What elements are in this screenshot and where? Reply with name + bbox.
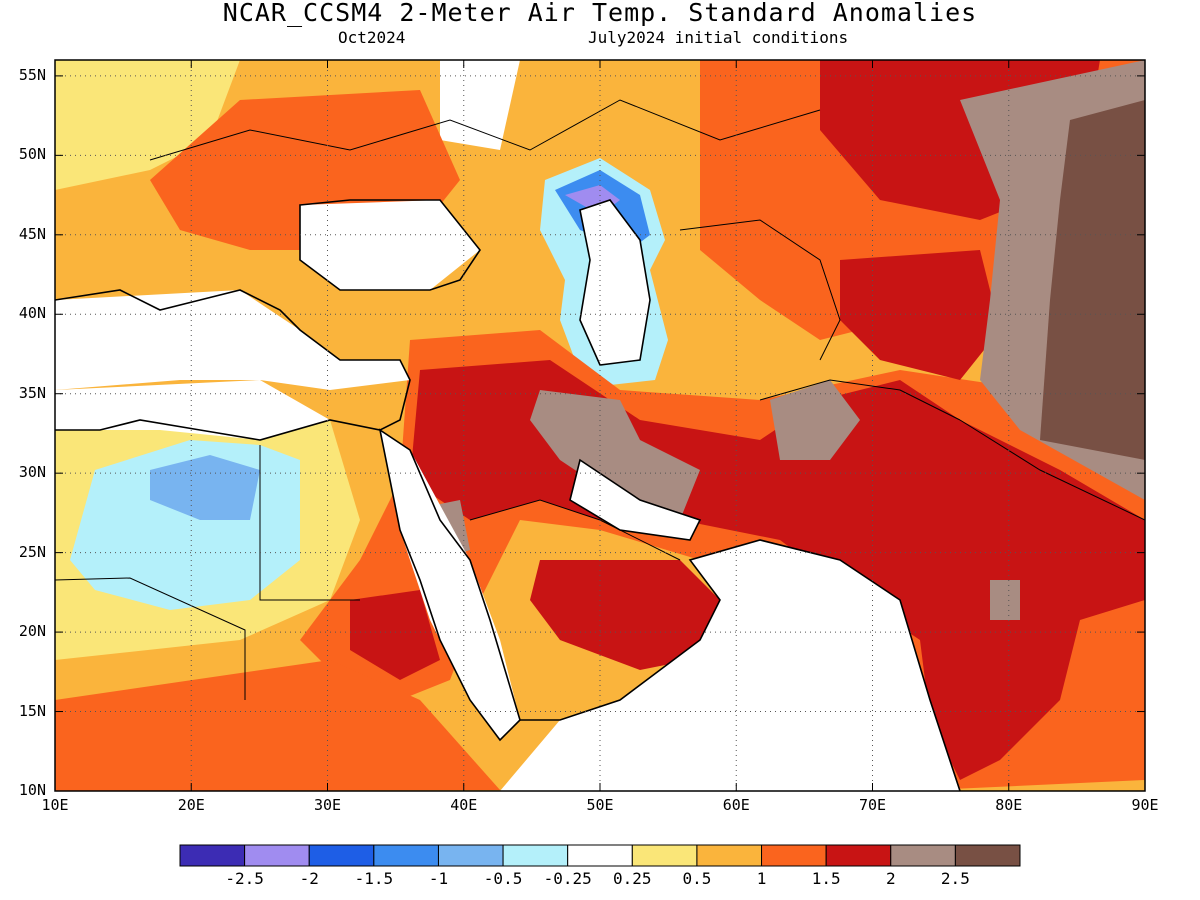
water-red-sea bbox=[380, 430, 520, 740]
colorbar-label: -0.25 bbox=[543, 869, 592, 888]
axis-ticks bbox=[54, 60, 1146, 792]
lat-label: 10N bbox=[18, 781, 46, 799]
field-blue-africa bbox=[150, 455, 260, 520]
lon-label: 20E bbox=[177, 796, 205, 814]
lon-label: 60E bbox=[722, 796, 750, 814]
colorbar-swatch bbox=[244, 844, 310, 867]
colorbar-swatch bbox=[825, 844, 892, 867]
colorbar-swatch bbox=[567, 844, 633, 867]
lat-label: 45N bbox=[18, 224, 46, 243]
field-white-mediterranean bbox=[55, 380, 330, 440]
field-white-north bbox=[440, 60, 520, 150]
field-red-central-asia bbox=[840, 250, 1000, 380]
lat-label: 25N bbox=[18, 542, 46, 561]
water-black-sea bbox=[300, 200, 480, 290]
coastline-red-sea bbox=[378, 428, 521, 742]
map-title: NCAR_CCSM4 2-Meter Air Temp. Standard An… bbox=[222, 0, 978, 27]
lon-label: 30E bbox=[313, 796, 342, 814]
colorbar-swatch bbox=[179, 844, 246, 867]
borders bbox=[55, 99, 1145, 700]
coastlines bbox=[55, 199, 961, 791]
coastline-caspian bbox=[579, 199, 651, 366]
colorbar-swatch bbox=[696, 844, 763, 867]
colorbar-label: -1 bbox=[428, 869, 449, 888]
colorbar-label: -2.5 bbox=[225, 869, 264, 888]
water-arabian-sea bbox=[500, 540, 960, 791]
valid-month: Oct2024 bbox=[338, 28, 406, 47]
colorbar-label: 1.5 bbox=[811, 869, 841, 888]
lon-label: 50E bbox=[586, 796, 614, 814]
lon-label: 70E bbox=[858, 796, 887, 814]
colorbar-label: 0.25 bbox=[613, 869, 652, 888]
border-himalaya bbox=[959, 419, 1145, 521]
colorbar-swatch bbox=[373, 844, 439, 867]
coastline-black-sea bbox=[299, 199, 481, 291]
lat-label: 40N bbox=[18, 304, 46, 323]
field-pale-nw bbox=[55, 60, 240, 190]
lon-label: 10E bbox=[41, 796, 69, 814]
coastline-persian-gulf bbox=[569, 458, 702, 541]
colorbar bbox=[179, 844, 1021, 867]
gridlines bbox=[54, 60, 1146, 792]
colorbar-swatch bbox=[631, 844, 698, 867]
lat-label: 50N bbox=[18, 145, 46, 164]
lat-label: 35N bbox=[18, 383, 46, 402]
colorbar-label: -2 bbox=[299, 869, 319, 888]
lon-label: 40E bbox=[450, 796, 478, 814]
border-central-asia bbox=[679, 219, 841, 361]
water-caspian bbox=[580, 200, 650, 365]
lon-label: 90E bbox=[1131, 796, 1159, 814]
colorbar-swatch bbox=[890, 844, 956, 867]
coastline-mediterranean bbox=[55, 289, 411, 441]
border-arabia bbox=[469, 499, 681, 561]
field-brown-india bbox=[990, 580, 1020, 620]
colorbar-swatch bbox=[954, 844, 1021, 867]
lat-label: 15N bbox=[18, 701, 46, 720]
coastline-arabian-sea bbox=[520, 539, 961, 791]
field-orange-south bbox=[55, 660, 500, 791]
field-brown-iran-west bbox=[530, 390, 700, 520]
field-brown-afghanistan bbox=[770, 380, 860, 460]
field-red-arabia bbox=[530, 560, 720, 670]
lon-label: 80E bbox=[995, 796, 1023, 814]
colorbar-swatch bbox=[761, 844, 827, 867]
colorbar-label: -1.5 bbox=[354, 869, 394, 888]
colorbar-swatch bbox=[437, 844, 504, 867]
colorbar-label: 1 bbox=[756, 869, 767, 888]
colorbar-swatch bbox=[502, 844, 569, 867]
border-libya-chad bbox=[55, 577, 246, 700]
colorbar-label: 2.5 bbox=[940, 869, 970, 888]
water-persian-gulf bbox=[570, 460, 700, 540]
colorbar-swatch bbox=[308, 844, 375, 867]
lat-label: 30N bbox=[18, 463, 46, 482]
field-dark-brown-tibet bbox=[1040, 100, 1145, 460]
lat-label: 55N bbox=[18, 65, 46, 84]
lat-label: 20N bbox=[18, 622, 46, 641]
field-red-sudan bbox=[350, 590, 440, 680]
colorbar-label: 2 bbox=[885, 869, 896, 888]
colorbar-label: -0.5 bbox=[483, 869, 523, 888]
water-mediterranean bbox=[55, 290, 410, 390]
initial-conditions: July2024 initial conditions bbox=[588, 28, 849, 47]
border-europe-russia bbox=[149, 99, 821, 161]
colorbar-label: 0.5 bbox=[682, 869, 712, 888]
border-afghanistan bbox=[759, 379, 961, 421]
border-egypt-sudan bbox=[259, 445, 360, 601]
anomaly-field bbox=[55, 60, 1145, 791]
